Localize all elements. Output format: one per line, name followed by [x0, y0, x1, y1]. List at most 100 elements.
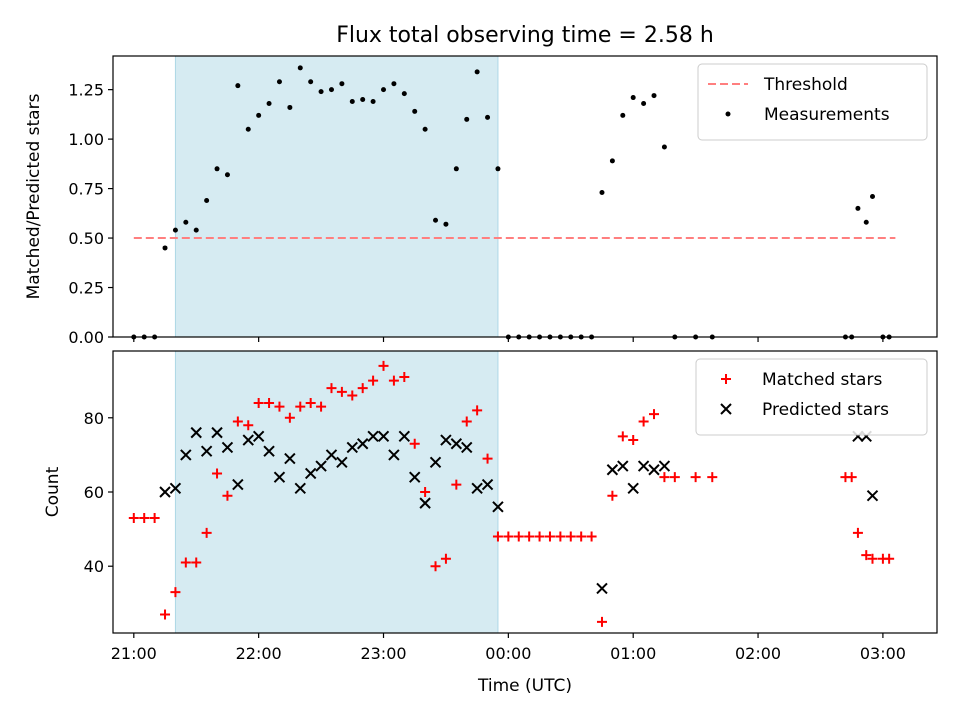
matched-star-marker [336, 386, 347, 397]
predicted-star-marker [304, 467, 317, 480]
matched-star-marker [513, 531, 524, 542]
predicted-star-marker [252, 430, 265, 443]
matched-star-marker [586, 531, 597, 542]
predicted-star-marker [658, 460, 671, 472]
matched-star-marker [659, 472, 670, 483]
matched-star-marker [638, 416, 649, 427]
measurement-point [474, 69, 480, 75]
x-axis-label: Time (UTC) [477, 676, 572, 696]
measurement-point [401, 91, 407, 97]
y-tick-label: 1.00 [68, 130, 104, 149]
measurement-point [172, 227, 178, 233]
matched-star-marker [170, 587, 181, 598]
y-tick-label: 0.50 [68, 229, 104, 248]
y-tick-label: 0.25 [68, 279, 104, 298]
predicted-star-marker [169, 482, 182, 494]
observing-span-shading [174, 55, 499, 338]
matched-star-marker [326, 383, 337, 394]
matched-star-marker [544, 531, 555, 542]
measurement-point [641, 100, 647, 106]
measurement-point [308, 79, 314, 85]
measurement-point [318, 89, 324, 95]
predicted-star-marker [398, 430, 411, 443]
predicted-star-marker [606, 464, 619, 476]
matched-star-marker [264, 397, 275, 408]
x-tick-label: 03:00 [860, 644, 906, 663]
measurement-point [339, 81, 345, 87]
bottom-panel: 40 60 80 21:00 22:00 23:00 00:00 01:00 02:00 03:0… [43, 350, 938, 663]
y-axis-label: Count [43, 466, 63, 517]
matched-star-marker [253, 397, 264, 408]
matched-star-marker [852, 527, 863, 538]
matched-star-marker [669, 472, 680, 483]
measurement-point [266, 100, 272, 106]
matched-star-marker [884, 553, 895, 564]
measurement-point [224, 172, 230, 178]
legend-label: Threshold [763, 75, 848, 95]
y-tick-label: 1.25 [68, 81, 104, 100]
predicted-star-marker [221, 441, 234, 454]
predicted-star-marker [429, 456, 442, 469]
measurement-point [855, 205, 861, 211]
predicted-star-marker [617, 460, 629, 472]
predicted-star-marker [461, 441, 473, 454]
measurement-point [391, 81, 397, 87]
measurement-point [422, 126, 428, 132]
measurement-point [609, 158, 615, 164]
matched-star-marker [440, 553, 451, 564]
predicted-star-marker [481, 478, 494, 491]
predicted-star-marker [346, 441, 359, 454]
matched-star-marker [565, 531, 576, 542]
y-tick-label: 40 [84, 557, 104, 576]
measurement-point [162, 245, 168, 251]
measurement-point [443, 221, 449, 227]
matched-star-marker [243, 420, 254, 431]
measurement-point [485, 114, 491, 120]
matched-star-marker [191, 557, 202, 568]
measurement-point [204, 197, 210, 203]
measurement-point [297, 65, 303, 71]
predicted-star-marker [190, 426, 202, 439]
predicted-star-marker [377, 430, 390, 443]
matched-star-marker [378, 360, 389, 371]
matched-star-marker [420, 487, 431, 497]
measurement-point [464, 116, 470, 122]
predicted-star-marker [648, 464, 660, 476]
legend-box [695, 358, 928, 436]
predicted-star-marker [294, 482, 306, 494]
matched-star-marker [861, 550, 872, 561]
measurement-point [453, 166, 459, 172]
legend-matched-swatch [721, 374, 731, 384]
matched-star-marker [690, 472, 701, 483]
predicted-star-marker [356, 438, 369, 450]
matched-star-marker [347, 390, 358, 401]
predicted-star-marker [325, 449, 338, 461]
matched-star-marker [316, 401, 327, 412]
matched-star-marker [149, 512, 160, 523]
measurement-point [412, 108, 418, 114]
legend-label: Matched stars [762, 370, 882, 390]
predicted-star-marker [211, 426, 223, 439]
predicted-star-marker [409, 471, 421, 483]
predicted-star-marker [492, 501, 504, 513]
observing-span-shading [174, 350, 499, 634]
x-tick-label: 01:00 [610, 644, 656, 663]
matched-star-marker [707, 472, 718, 483]
chart-title: Flux total observing time = 2.58 h [336, 23, 714, 48]
matched-star-marker [284, 412, 295, 423]
matched-star-marker [409, 438, 420, 449]
matched-star-marker [274, 401, 285, 412]
predicted-star-marker [180, 449, 192, 461]
matched-star-marker [867, 553, 878, 564]
measurement-point [349, 99, 355, 105]
matched-star-marker [139, 512, 150, 523]
legend-predicted-swatch [720, 403, 732, 415]
matched-star-marker [388, 375, 399, 386]
predicted-star-marker [273, 471, 286, 483]
matched-star-marker [201, 527, 212, 538]
predicted-star-marker [596, 582, 608, 595]
measurement-point [193, 227, 199, 233]
predicted-star-marker [637, 460, 650, 472]
y-tick-label: 60 [84, 483, 104, 502]
